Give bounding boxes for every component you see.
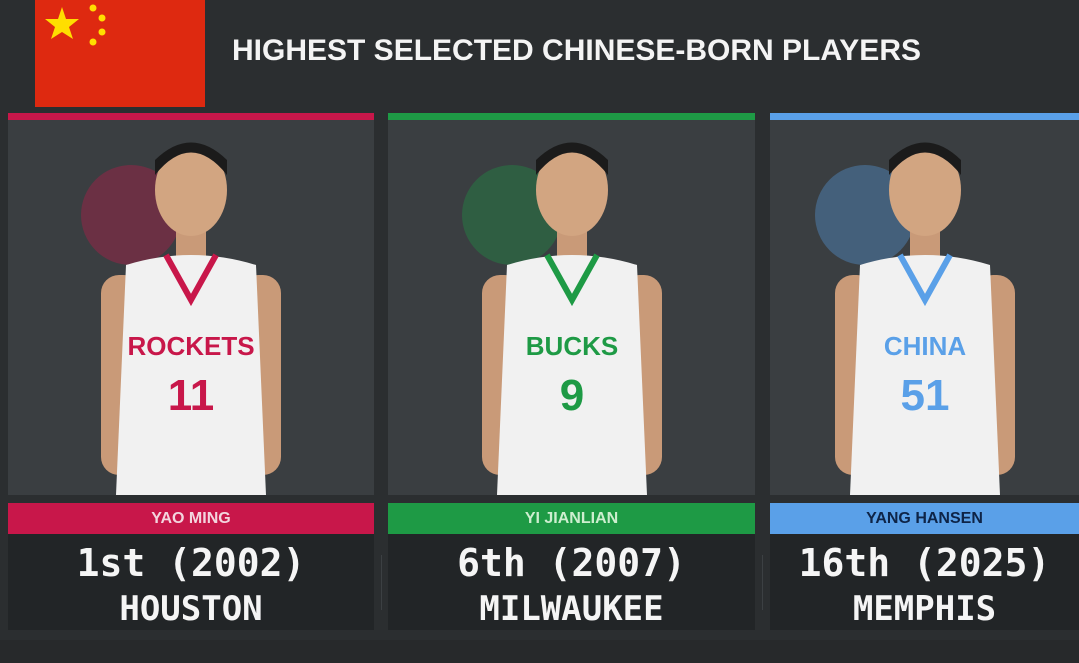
draft-info: 6th (2007) MILWAUKEE bbox=[388, 534, 755, 630]
player-photo: CHINA 51 bbox=[770, 120, 1079, 495]
team-city: MILWAUKEE bbox=[479, 589, 664, 629]
player-name: YI JIANLIAN bbox=[524, 510, 619, 527]
player-silhouette-icon: CHINA 51 bbox=[814, 142, 1015, 495]
player-card: ROCKETS 11 YAO MING 1st (2002) HOUSTON bbox=[8, 113, 374, 633]
divider bbox=[381, 555, 382, 610]
jersey-text: ROCKETS bbox=[127, 331, 254, 361]
player-photo: ROCKETS 11 bbox=[8, 120, 374, 495]
china-flag bbox=[35, 0, 205, 107]
jersey-number: 9 bbox=[559, 371, 583, 420]
team-color-bar bbox=[388, 113, 755, 120]
player-card: BUCKS 9 YI JIANLIAN 6th (2007) MILWAUKEE bbox=[388, 113, 755, 633]
flag-stars-icon bbox=[45, 4, 106, 46]
divider bbox=[762, 555, 763, 610]
player-photo: BUCKS 9 bbox=[388, 120, 755, 495]
draft-info: 16th (2025) MEMPHIS bbox=[770, 534, 1079, 630]
page-title: HIGHEST SELECTED CHINESE-BORN PLAYERS bbox=[232, 34, 921, 67]
player-name-bar: YAO MING bbox=[8, 503, 374, 534]
team-city: MEMPHIS bbox=[852, 589, 997, 629]
player-name: YAO MING bbox=[151, 510, 231, 527]
jersey-text: CHINA bbox=[883, 331, 966, 361]
player-card: CHINA 51 YANG HANSEN 16th (2025) MEMPHIS bbox=[770, 113, 1079, 633]
team-color-bar bbox=[8, 113, 374, 120]
jersey-text: BUCKS bbox=[525, 331, 617, 361]
player-silhouette-icon: ROCKETS 11 bbox=[81, 142, 281, 495]
draft-info: 1st (2002) HOUSTON bbox=[8, 534, 374, 630]
player-name: YANG HANSEN bbox=[866, 510, 983, 527]
team-city: HOUSTON bbox=[119, 589, 263, 629]
player-name-bar: YANG HANSEN bbox=[770, 503, 1079, 534]
draft-pick: 6th (2007) bbox=[457, 541, 686, 585]
jersey-number: 11 bbox=[168, 371, 215, 420]
draft-pick: 1st (2002) bbox=[76, 541, 306, 585]
jersey-number: 51 bbox=[900, 371, 949, 420]
bottom-band bbox=[0, 640, 1079, 663]
draft-pick: 16th (2025) bbox=[798, 541, 1051, 585]
player-name-bar: YI JIANLIAN bbox=[388, 503, 755, 534]
player-silhouette-icon: BUCKS 9 bbox=[461, 142, 662, 495]
team-color-bar bbox=[770, 113, 1079, 120]
